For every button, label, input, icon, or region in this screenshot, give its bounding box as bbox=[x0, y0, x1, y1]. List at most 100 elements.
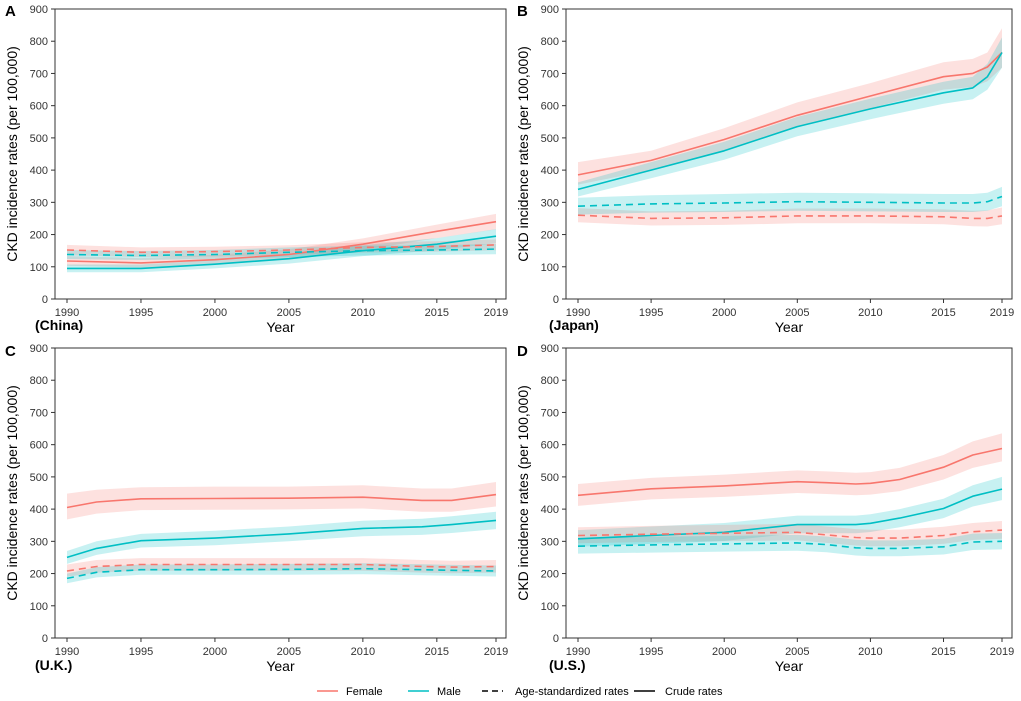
female-crude-band bbox=[578, 433, 1002, 506]
female-age-standardized-band bbox=[578, 521, 1002, 547]
y-tick-label: 400 bbox=[30, 504, 48, 516]
y-axis-title: CKD incidence rates (per 100,000) bbox=[515, 385, 531, 601]
y-tick-label: 100 bbox=[30, 262, 48, 274]
panel-letter: C bbox=[5, 343, 16, 360]
y-tick-label: 600 bbox=[30, 440, 48, 452]
x-tick-label: 2005 bbox=[785, 646, 809, 658]
y-tick-label: 0 bbox=[42, 633, 48, 645]
panel-c-frame bbox=[54, 347, 507, 639]
y-tick-label: 0 bbox=[553, 294, 559, 306]
female-age-standardized-line bbox=[66, 244, 497, 254]
y-tick-label: 900 bbox=[30, 343, 48, 355]
legend-female-label: Female bbox=[346, 686, 383, 698]
panel-letter: A bbox=[5, 3, 16, 20]
panel-letter: B bbox=[517, 3, 528, 20]
y-tick-label: 400 bbox=[541, 504, 559, 516]
x-tick-label: 2019 bbox=[484, 646, 508, 658]
x-tick-label: 2019 bbox=[484, 307, 508, 319]
male-age-standardized-line bbox=[577, 195, 1003, 207]
y-tick-label: 400 bbox=[30, 165, 48, 177]
female-crude-line bbox=[66, 220, 497, 264]
y-tick-label: 700 bbox=[30, 68, 48, 80]
x-tick-label: 1990 bbox=[566, 307, 590, 319]
y-tick-label: 700 bbox=[541, 68, 559, 80]
x-tick-label: 2015 bbox=[425, 646, 449, 658]
male-age-standardized-band bbox=[67, 563, 496, 584]
panel-c: 0 100 200 300 400 500 600 700 800 900 1990 1995 2000… bbox=[4, 343, 508, 674]
female-age-standardized-line bbox=[66, 563, 497, 572]
y-tick-label: 600 bbox=[541, 101, 559, 113]
legend-male-label: Male bbox=[437, 686, 461, 698]
y-tick-label: 900 bbox=[30, 4, 48, 16]
y-tick-label: 500 bbox=[30, 472, 48, 484]
x-tick-label: 2015 bbox=[425, 307, 449, 319]
x-tick-label: 2000 bbox=[712, 307, 736, 319]
female-age-standardized-line bbox=[577, 214, 1003, 220]
panel-a-frame bbox=[54, 8, 507, 300]
y-tick-label: 400 bbox=[541, 165, 559, 177]
y-tick-label: 100 bbox=[541, 262, 559, 274]
country-label: (Japan) bbox=[549, 317, 599, 333]
y-tick-label: 500 bbox=[541, 133, 559, 145]
x-tick-label: 2005 bbox=[785, 307, 809, 319]
male-crude-line bbox=[66, 519, 497, 559]
x-tick-label: 2010 bbox=[858, 646, 882, 658]
female-crude-band bbox=[67, 482, 496, 520]
panel-b-frame bbox=[565, 8, 1013, 300]
y-axis-title: CKD incidence rates (per 100,000) bbox=[515, 46, 531, 262]
panel-a: 0 100 200 300 400 500 600 700 800 900 1990 1995 2000… bbox=[4, 3, 508, 335]
y-tick-label: 100 bbox=[30, 601, 48, 613]
female-crude-line bbox=[577, 51, 1003, 176]
female-crude-line bbox=[577, 447, 1003, 497]
country-label: (U.S.) bbox=[549, 657, 586, 673]
male-crude-band bbox=[578, 476, 1002, 547]
panel-d-frame bbox=[565, 347, 1013, 639]
female-age-standardized-band bbox=[578, 207, 1002, 227]
y-tick-label: 700 bbox=[541, 407, 559, 419]
y-tick-label: 300 bbox=[541, 197, 559, 209]
y-tick-label: 600 bbox=[541, 440, 559, 452]
y-tick-label: 200 bbox=[30, 569, 48, 581]
y-tick-label: 300 bbox=[30, 536, 48, 548]
male-crude-band bbox=[67, 511, 496, 564]
x-tick-label: 1995 bbox=[129, 646, 153, 658]
x-tick-label: 2010 bbox=[351, 646, 375, 658]
male-age-standardized-line bbox=[577, 540, 1003, 550]
x-tick-label: 1995 bbox=[129, 307, 153, 319]
y-tick-label: 800 bbox=[541, 375, 559, 387]
y-tick-label: 0 bbox=[553, 633, 559, 645]
female-age-standardized-band bbox=[67, 239, 496, 258]
y-tick-label: 800 bbox=[541, 36, 559, 48]
x-tick-label: 2019 bbox=[990, 307, 1014, 319]
male-crude-band bbox=[578, 37, 1002, 197]
x-tick-label: 2010 bbox=[351, 307, 375, 319]
y-tick-label: 200 bbox=[541, 569, 559, 581]
female-crude-line bbox=[66, 493, 497, 509]
female-age-standardized-line bbox=[577, 529, 1003, 539]
panel-d: 0 100 200 300 400 500 600 700 800 900 1990 1995 2000… bbox=[515, 343, 1014, 674]
x-tick-label: 1995 bbox=[639, 307, 663, 319]
country-label: (U.K.) bbox=[35, 657, 72, 673]
male-age-standardized-band bbox=[578, 533, 1002, 557]
legend-age-standardized-label: Age-standardized rates bbox=[515, 686, 629, 698]
legend: Female Male Age-standardized rates Crude… bbox=[317, 686, 723, 698]
x-tick-label: 2015 bbox=[931, 646, 955, 658]
male-age-standardized-line bbox=[66, 567, 497, 580]
y-axis-title: CKD incidence rates (per 100,000) bbox=[4, 46, 20, 262]
male-crude-line bbox=[577, 52, 1003, 191]
x-axis-title: Year bbox=[775, 319, 804, 335]
x-tick-label: 1990 bbox=[55, 307, 79, 319]
y-tick-label: 200 bbox=[30, 230, 48, 242]
x-tick-label: 2000 bbox=[203, 646, 227, 658]
y-tick-label: 300 bbox=[30, 197, 48, 209]
y-tick-label: 600 bbox=[30, 101, 48, 113]
x-axis-title: Year bbox=[266, 658, 295, 674]
female-crude-band bbox=[578, 28, 1002, 185]
country-label: (China) bbox=[35, 317, 83, 333]
panel-letter: D bbox=[517, 343, 528, 360]
x-tick-label: 2000 bbox=[712, 646, 736, 658]
y-tick-label: 900 bbox=[541, 4, 559, 16]
female-age-standardized-band bbox=[67, 558, 496, 577]
